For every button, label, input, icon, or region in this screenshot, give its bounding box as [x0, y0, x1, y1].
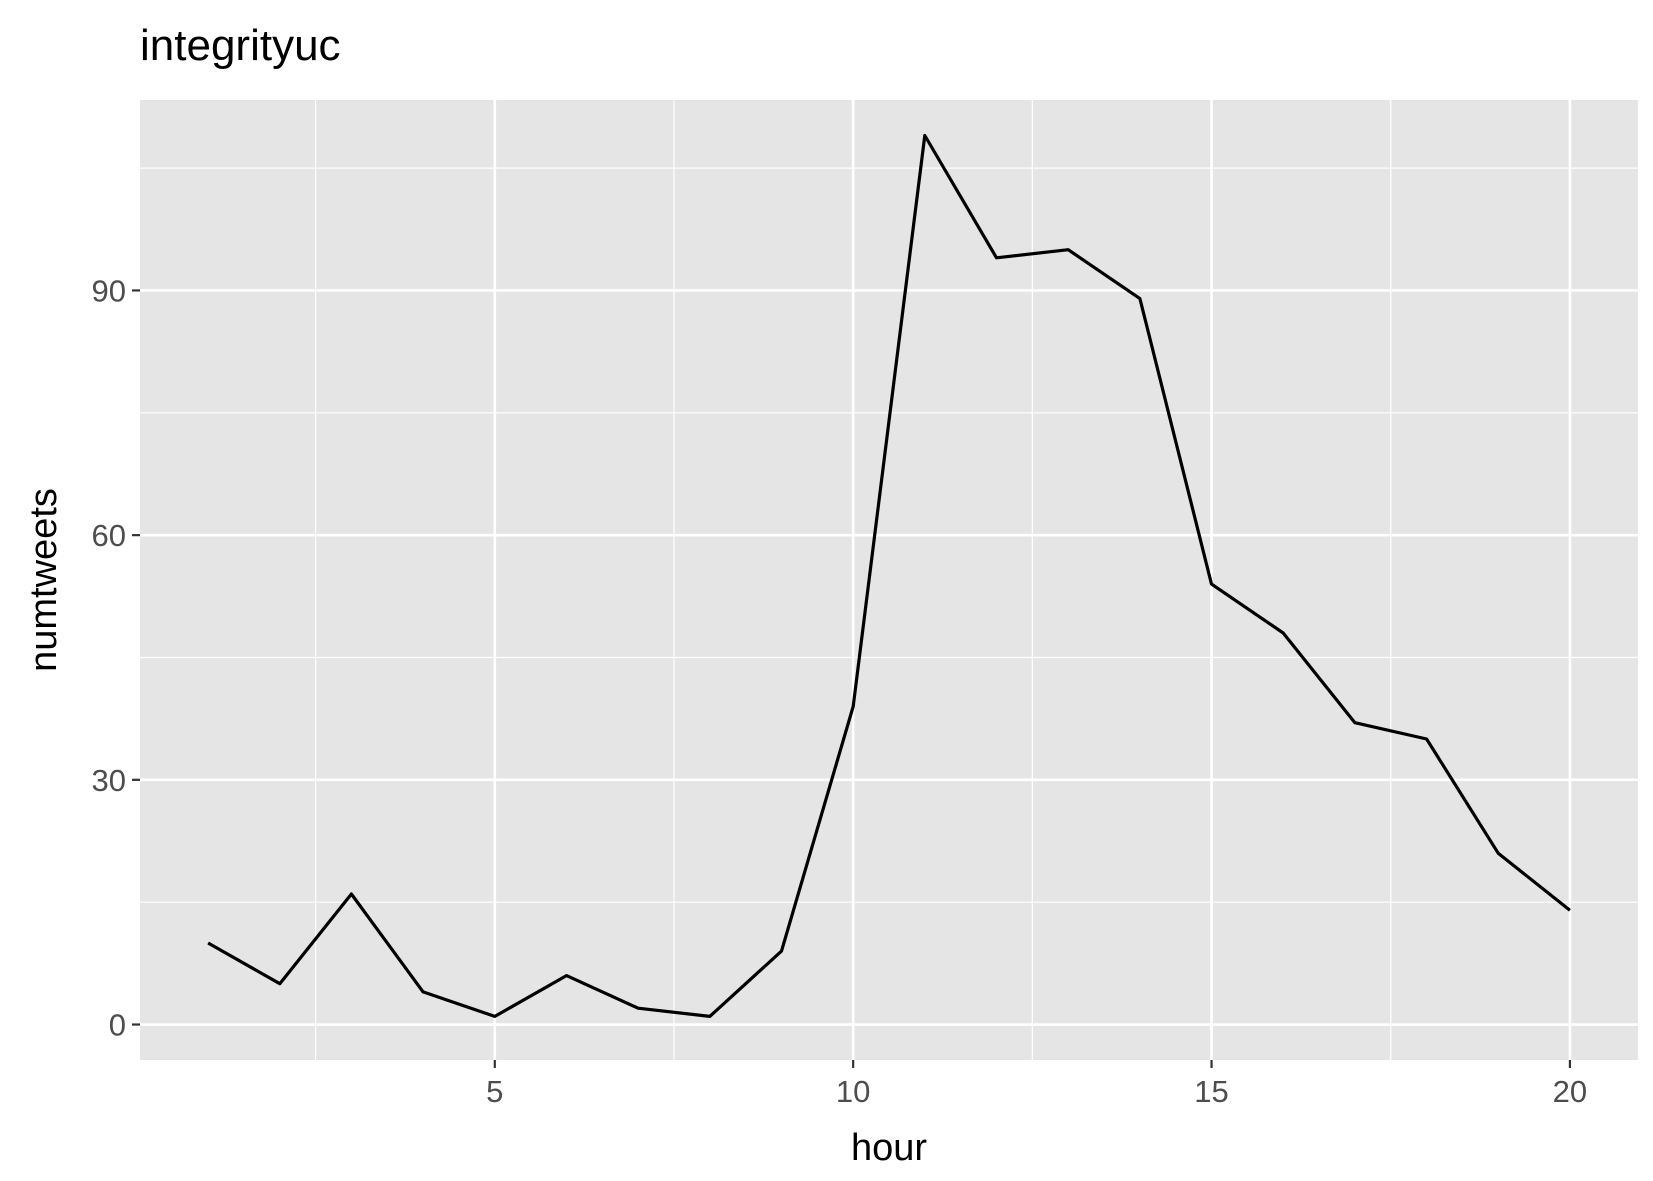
x-tick-label: 10	[836, 1074, 870, 1109]
y-axis-title: numtweets	[23, 488, 65, 672]
x-axis: 5 10 15 20	[486, 1060, 1587, 1109]
series-layer	[207, 133, 1571, 1019]
chart-title: integrityuc	[140, 21, 341, 70]
x-axis-title: hour	[851, 1127, 927, 1169]
series-line	[207, 133, 1571, 1019]
y-axis: 0 30 60 90	[92, 273, 140, 1043]
y-tick-label: 90	[92, 273, 126, 308]
y-tick-label: 30	[92, 763, 126, 798]
major-gridlines	[140, 100, 1638, 1060]
y-tick-label: 60	[92, 518, 126, 553]
x-tick-label: 15	[1194, 1074, 1228, 1109]
x-tick-label: 20	[1553, 1074, 1587, 1109]
plot-panel	[140, 100, 1638, 1060]
y-tick-label: 0	[109, 1008, 126, 1043]
x-tick-label: 5	[486, 1074, 503, 1109]
